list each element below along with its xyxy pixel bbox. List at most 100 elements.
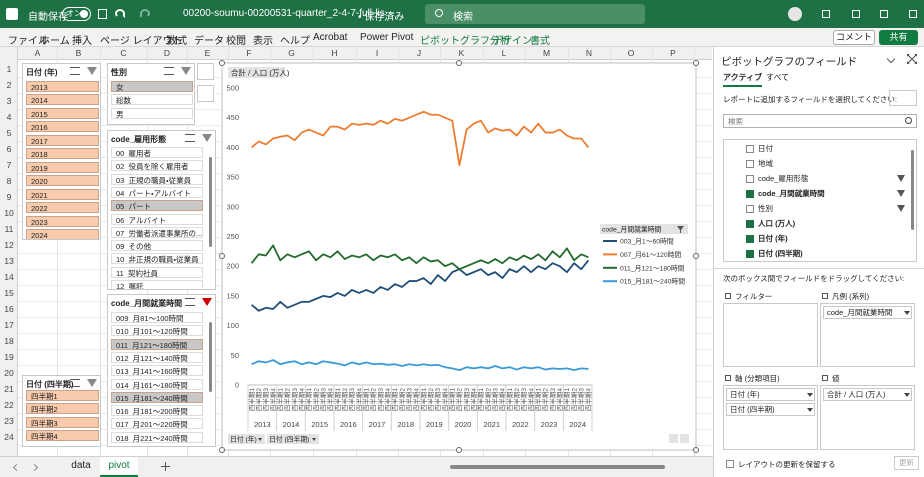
slicer-item[interactable]: 四半期1	[26, 390, 99, 401]
column-header[interactable]: K	[458, 48, 465, 58]
slicer-item[interactable]: 016_月181～200時間	[111, 405, 203, 417]
slicer-item[interactable]: 013_月141～160時間	[111, 365, 203, 377]
area-item[interactable]: 日付 (四半期)	[726, 403, 815, 416]
field-label[interactable]: code_月間就業時間	[758, 189, 825, 198]
row-header[interactable]: 15	[4, 288, 14, 298]
row-header[interactable]: 20	[4, 368, 14, 378]
slicer-item[interactable]: 06_アルバイト	[111, 213, 203, 225]
multi-select-button[interactable]	[185, 134, 195, 142]
row-header[interactable]: 5	[6, 128, 12, 138]
slicer-item[interactable]: 2021	[26, 188, 99, 200]
column-header[interactable]: C	[120, 48, 127, 58]
pane-options-button[interactable]	[886, 54, 896, 64]
row-header[interactable]: 1	[6, 64, 12, 74]
column-header[interactable]: H	[331, 48, 338, 58]
field-checkbox[interactable]	[746, 205, 754, 213]
slicer-item[interactable]: 017_月201～220時間	[111, 418, 203, 430]
ribbon-tab[interactable]: ファイル	[8, 36, 48, 47]
slicer-item[interactable]: 018_月221～240時間	[111, 431, 203, 443]
chart-styles-button[interactable]	[197, 85, 214, 102]
slicer-item[interactable]: 2017	[26, 134, 99, 146]
field-checkbox[interactable]	[746, 175, 754, 183]
column-header[interactable]: B	[75, 48, 82, 58]
area-item[interactable]: code_月間就業時間	[823, 306, 912, 319]
slicer-item[interactable]: 03_正規の職員・従業員	[111, 173, 203, 185]
slicer-item[interactable]: 010_月101～120時間	[111, 325, 203, 337]
column-header[interactable]: O	[627, 48, 635, 58]
slicer-item[interactable]: 2015	[26, 107, 99, 119]
slicer-item[interactable]: 2019	[26, 161, 99, 173]
defer-label[interactable]: レイアウトの更新を保留する	[738, 460, 836, 469]
save-icon[interactable]	[98, 9, 107, 19]
window-button[interactable]	[852, 10, 860, 18]
slicer-item[interactable]: 2023	[26, 215, 99, 227]
row-header[interactable]: 14	[4, 272, 14, 282]
clear-filter-button[interactable]	[181, 67, 191, 75]
row-header[interactable]: 9	[6, 192, 12, 202]
ribbon-tab[interactable]: ヘルプ	[280, 36, 310, 47]
tools-button[interactable]	[889, 90, 917, 106]
field-label[interactable]: 日付 (四半期)	[758, 249, 803, 258]
row-header[interactable]: 24	[4, 432, 14, 442]
chart-elements-button[interactable]	[197, 63, 214, 80]
window-button[interactable]	[909, 10, 917, 18]
row-header[interactable]: 18	[4, 336, 14, 346]
column-header[interactable]: M	[542, 48, 551, 58]
row-header[interactable]: 23	[4, 416, 14, 426]
clear-filter-button[interactable]	[202, 134, 212, 142]
ribbon-tab[interactable]: Power Pivot	[360, 32, 414, 43]
row-header[interactable]: 6	[6, 144, 12, 154]
slicer-item[interactable]: 10_非正規の職員・従業員	[111, 253, 203, 265]
slicer-item[interactable]: 07_労働者派遣事業所の...	[111, 226, 203, 238]
account-avatar[interactable]	[788, 7, 802, 21]
column-header[interactable]: J	[416, 48, 422, 58]
row-header[interactable]: 3	[6, 96, 12, 106]
slicer-item[interactable]: 05_パート	[111, 200, 203, 212]
row-header[interactable]: 21	[4, 384, 14, 394]
ribbon-tab[interactable]: 校閲	[226, 36, 246, 47]
row-header[interactable]: 17	[4, 320, 14, 330]
row-header[interactable]: 8	[6, 176, 12, 186]
window-button[interactable]	[822, 10, 830, 18]
slicer-item[interactable]: 12_嘱託	[111, 280, 203, 289]
window-button[interactable]	[880, 10, 888, 18]
autosave-toggle[interactable]: オン	[62, 7, 91, 21]
slicer-item[interactable]: 04_パート・アルバイト	[111, 186, 203, 198]
slicer-item[interactable]: 014_月161～180時間	[111, 378, 203, 390]
clear-filter-button[interactable]	[87, 67, 97, 75]
slicer-item[interactable]: 015_月181～240時間	[111, 391, 203, 403]
pane-tab[interactable]: アクティブ	[723, 72, 763, 87]
comment-button[interactable]: コメント	[833, 30, 875, 45]
field-label[interactable]: 地域	[758, 159, 773, 168]
row-header[interactable]: 7	[6, 160, 12, 170]
field-label[interactable]: 人口 (万人)	[758, 219, 796, 228]
slicer-item[interactable]: 総数	[111, 94, 193, 106]
scroll-right[interactable]	[30, 463, 39, 472]
slicer-item[interactable]: 009_月81～100時間	[111, 312, 203, 323]
field-label[interactable]: code_雇用形態	[758, 174, 809, 183]
column-header[interactable]: A	[34, 48, 41, 58]
ribbon-tab[interactable]: 書式	[530, 36, 550, 47]
slicer-item[interactable]: 男	[111, 107, 193, 119]
field-checkbox[interactable]	[746, 235, 754, 243]
slicer-item[interactable]: 09_その他	[111, 240, 203, 252]
ribbon-tab[interactable]: データ	[194, 36, 224, 47]
field-checkbox[interactable]	[746, 190, 754, 198]
column-header[interactable]: D	[163, 48, 171, 58]
slicer-item[interactable]: 2013	[26, 81, 99, 92]
column-header[interactable]: I	[375, 48, 379, 58]
area-item[interactable]: 合計 / 人口 (万人)	[823, 388, 912, 401]
slicer-item[interactable]: 2016	[26, 121, 99, 133]
clear-filter-button[interactable]	[87, 379, 97, 387]
row-header[interactable]: 16	[4, 304, 14, 314]
slicer-item[interactable]: 2020	[26, 175, 99, 187]
ribbon-tab[interactable]: 表示	[253, 36, 273, 47]
column-header[interactable]: G	[288, 48, 295, 58]
share-button[interactable]: 共有	[879, 30, 918, 45]
slicer-item[interactable]: 2014	[26, 94, 99, 106]
slicer-item[interactable]: 011_月121～180時間	[111, 338, 203, 350]
multi-select-button[interactable]	[164, 67, 174, 75]
clear-filter-button[interactable]	[202, 298, 212, 306]
column-header[interactable]: P	[670, 48, 676, 58]
redo-icon[interactable]	[140, 9, 150, 18]
